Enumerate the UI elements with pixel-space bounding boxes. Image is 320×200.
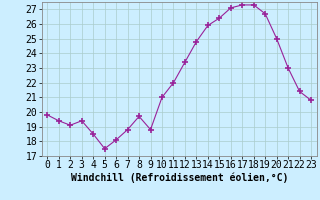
X-axis label: Windchill (Refroidissement éolien,°C): Windchill (Refroidissement éolien,°C) bbox=[70, 173, 288, 183]
